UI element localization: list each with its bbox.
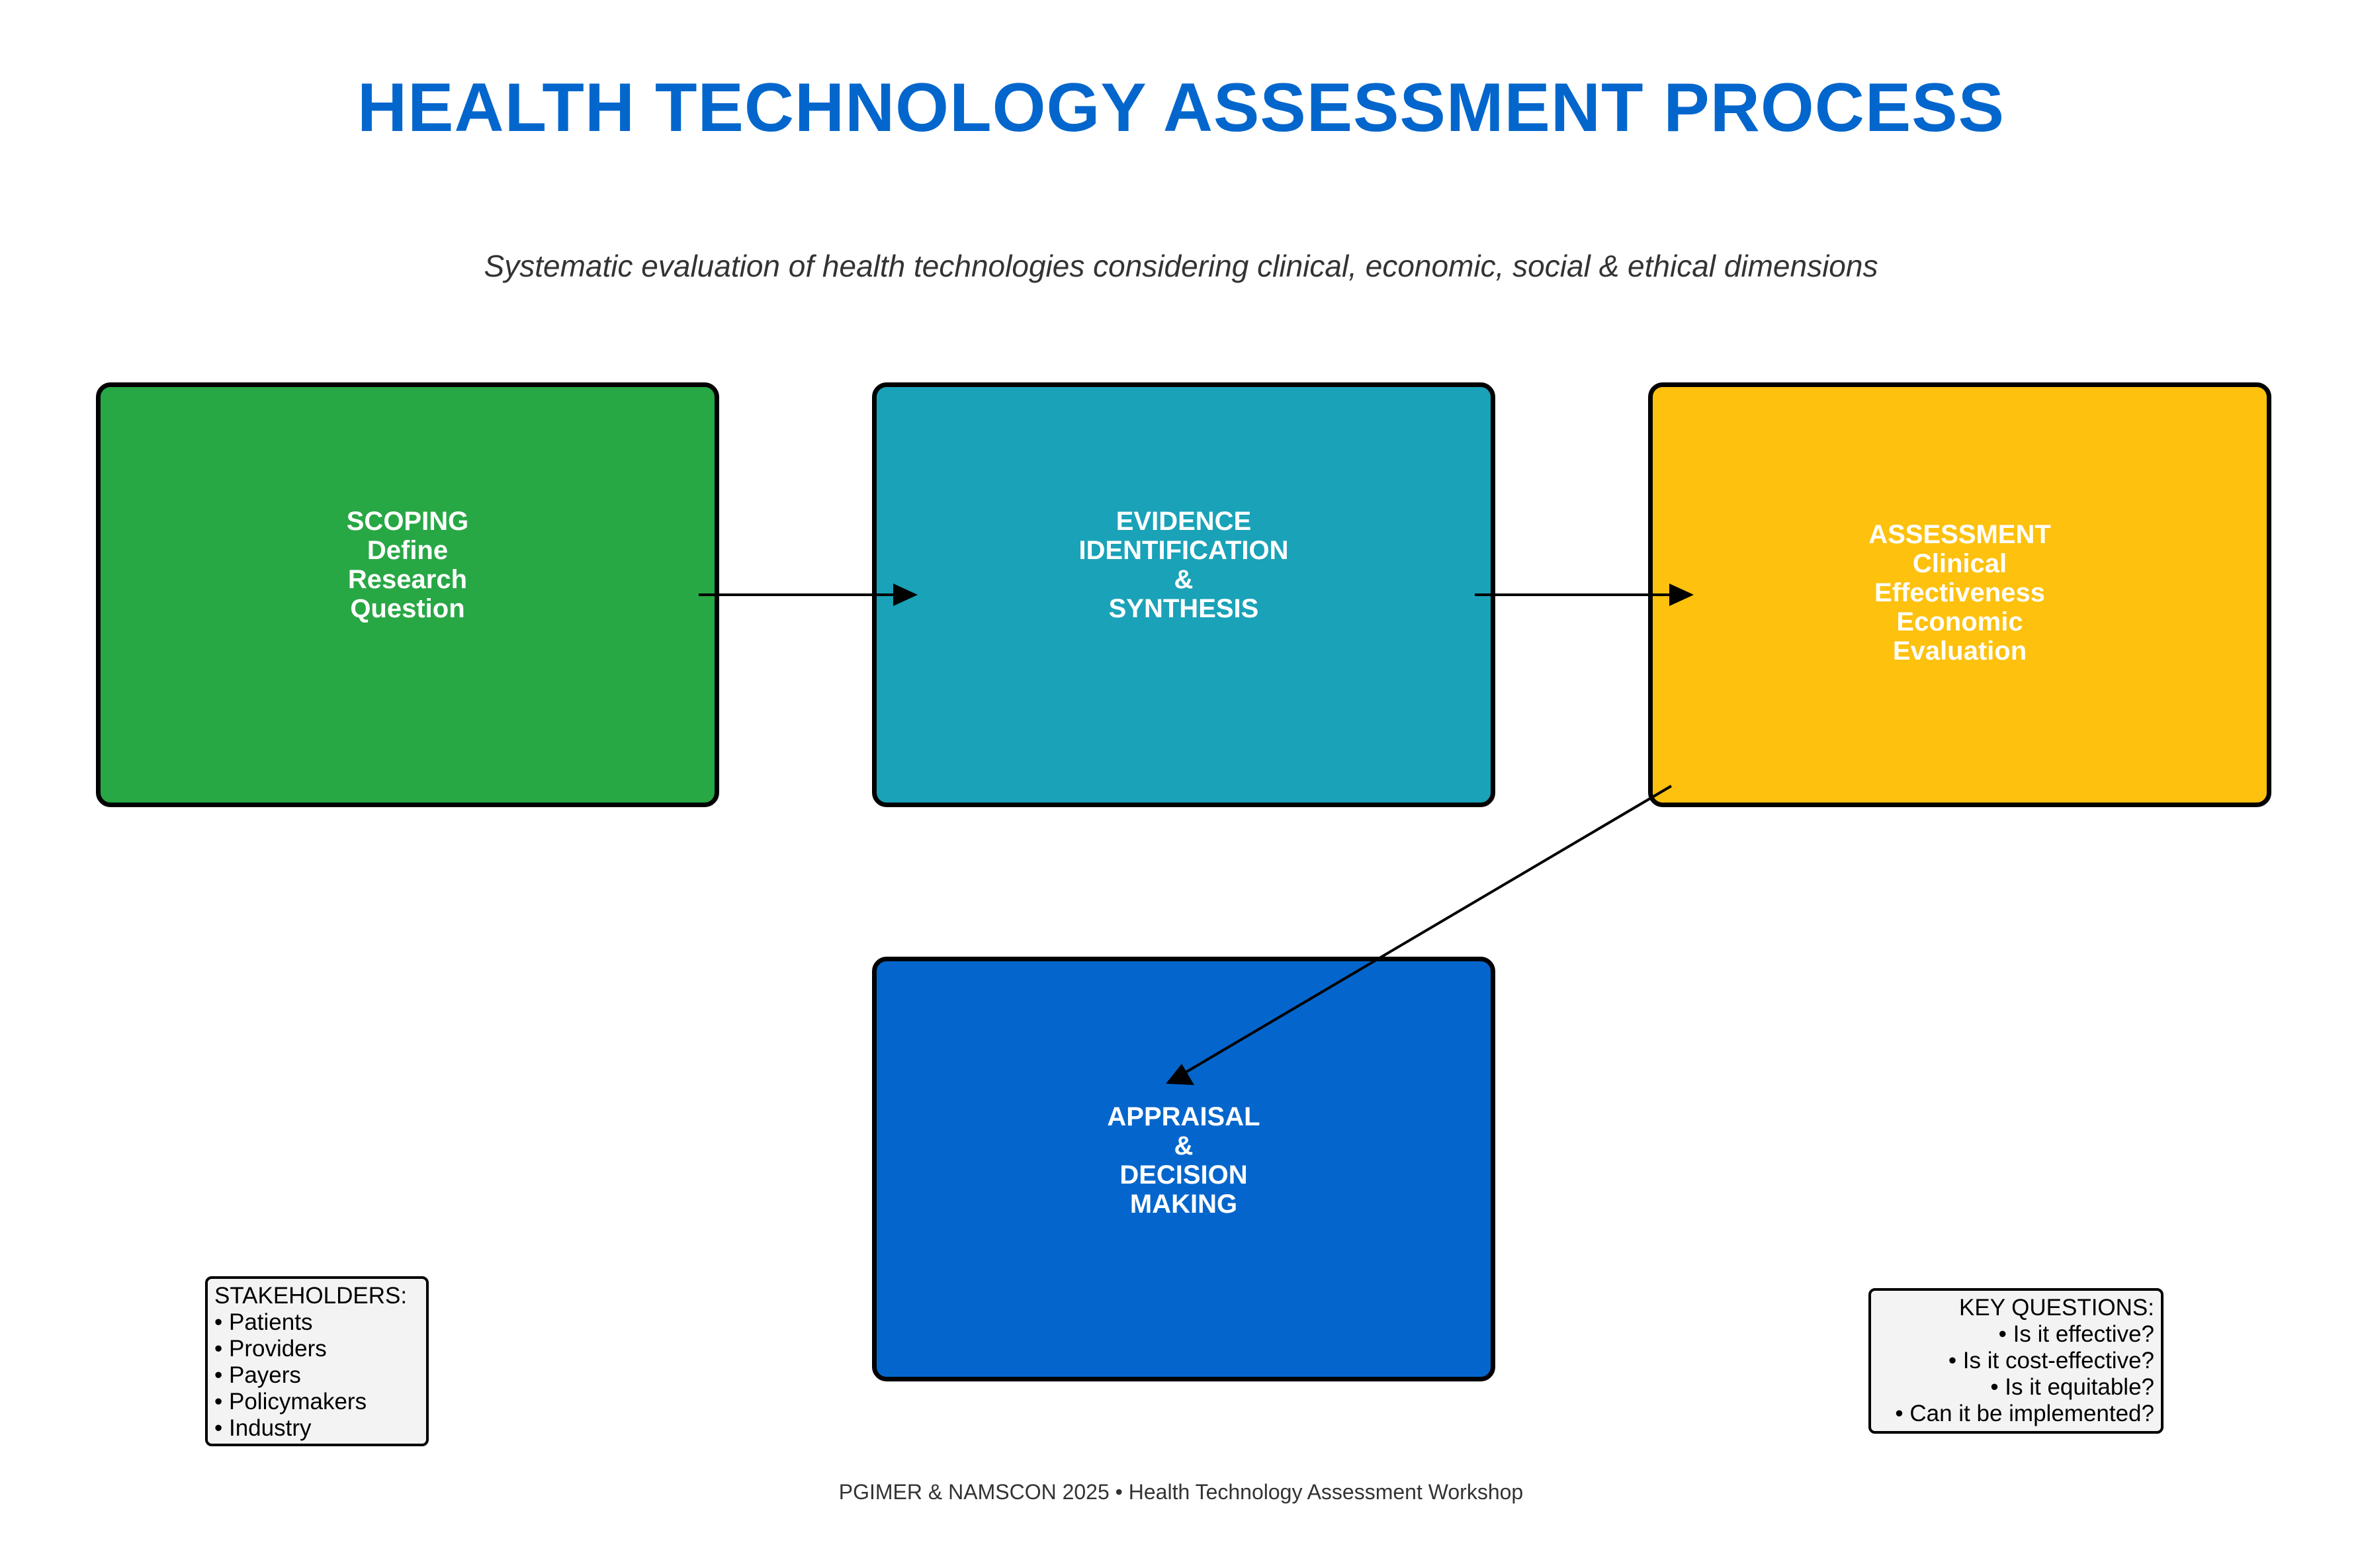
step-label-appraisal: APPRAISAL & DECISION MAKING (1107, 1102, 1260, 1219)
key-question-item: • Can it be implemented? (1895, 1401, 2154, 1426)
key-questions-heading: KEY QUESTIONS: (1959, 1295, 2154, 1321)
step-box-evidence: EVIDENCE IDENTIFICATION & SYNTHESIS (872, 382, 1495, 807)
stakeholder-item: • Policymakers (214, 1389, 367, 1415)
step-label-evidence: EVIDENCE IDENTIFICATION & SYNTHESIS (1078, 507, 1289, 623)
key-question-item: • Is it effective? (1998, 1321, 2154, 1347)
footer-credit: PGIMER & NAMSCON 2025 • Health Technolog… (838, 1480, 1524, 1504)
stakeholders-box: STAKEHOLDERS: • Patients • Providers • P… (205, 1276, 429, 1446)
stakeholder-item: • Industry (214, 1415, 312, 1441)
step-box-scoping: SCOPING Define Research Question (96, 382, 719, 807)
step-box-appraisal: APPRAISAL & DECISION MAKING (872, 957, 1495, 1381)
stakeholders-heading: STAKEHOLDERS: (214, 1283, 408, 1309)
page-subtitle: Systematic evaluation of health technolo… (484, 249, 1878, 283)
page-title: HEALTH TECHNOLOGY ASSESSMENT PROCESS (357, 69, 2005, 146)
stakeholder-item: • Payers (214, 1362, 301, 1388)
key-question-item: • Is it equitable? (1990, 1374, 2154, 1400)
stakeholder-item: • Patients (214, 1309, 313, 1335)
key-questions-box: KEY QUESTIONS: • Is it effective? • Is i… (1868, 1288, 2164, 1434)
step-label-scoping: SCOPING Define Research Question (346, 507, 469, 623)
stakeholder-item: • Providers (214, 1336, 327, 1362)
key-question-item: • Is it cost-effective? (1948, 1348, 2154, 1373)
step-label-assessment: ASSESSMENT Clinical Effectiveness Econom… (1868, 520, 2051, 666)
step-box-assessment: ASSESSMENT Clinical Effectiveness Econom… (1648, 382, 2271, 807)
